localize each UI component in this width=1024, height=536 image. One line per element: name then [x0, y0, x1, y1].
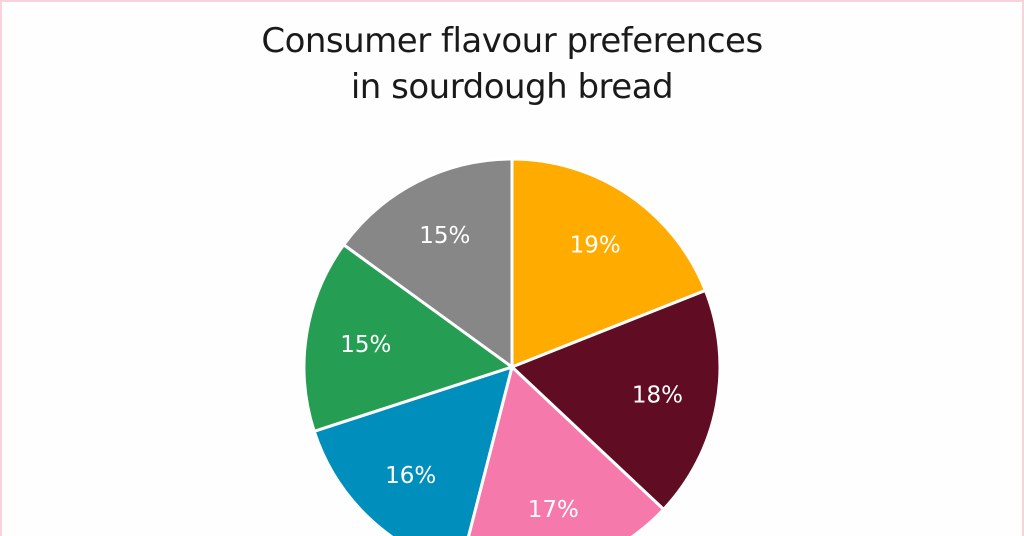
chart-title: Consumer flavour preferences in sourdoug…	[0, 18, 1024, 110]
pie-slice	[467, 364, 666, 536]
slice-data-label: 15%	[340, 332, 391, 358]
pie-slice	[302, 242, 516, 434]
slice-data-label: 18%	[632, 383, 683, 409]
slice-data-label: 16%	[385, 463, 436, 489]
slice-data-label: 19%	[570, 233, 621, 259]
chart-title-line-2: in sourdough bread	[350, 67, 674, 107]
slice-data-label: 15%	[419, 223, 470, 249]
pie-slice	[510, 157, 708, 370]
pie-slice	[341, 157, 514, 370]
slice-data-label: 17%	[528, 497, 579, 523]
chart-title-line-1: Consumer flavour preferences	[261, 21, 763, 61]
pie-slice	[312, 364, 515, 536]
pie-slice	[509, 288, 722, 512]
